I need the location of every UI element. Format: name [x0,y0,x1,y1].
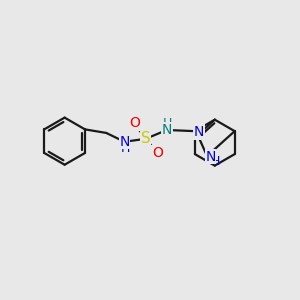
Text: O: O [129,116,140,130]
Text: N: N [119,135,130,149]
Text: N: N [194,125,204,139]
Text: H: H [163,117,172,130]
Text: H: H [120,142,130,155]
Text: N: N [162,123,172,137]
Text: S: S [141,131,151,146]
Text: O: O [152,146,163,160]
Text: H: H [211,155,220,168]
Text: N: N [206,150,216,164]
